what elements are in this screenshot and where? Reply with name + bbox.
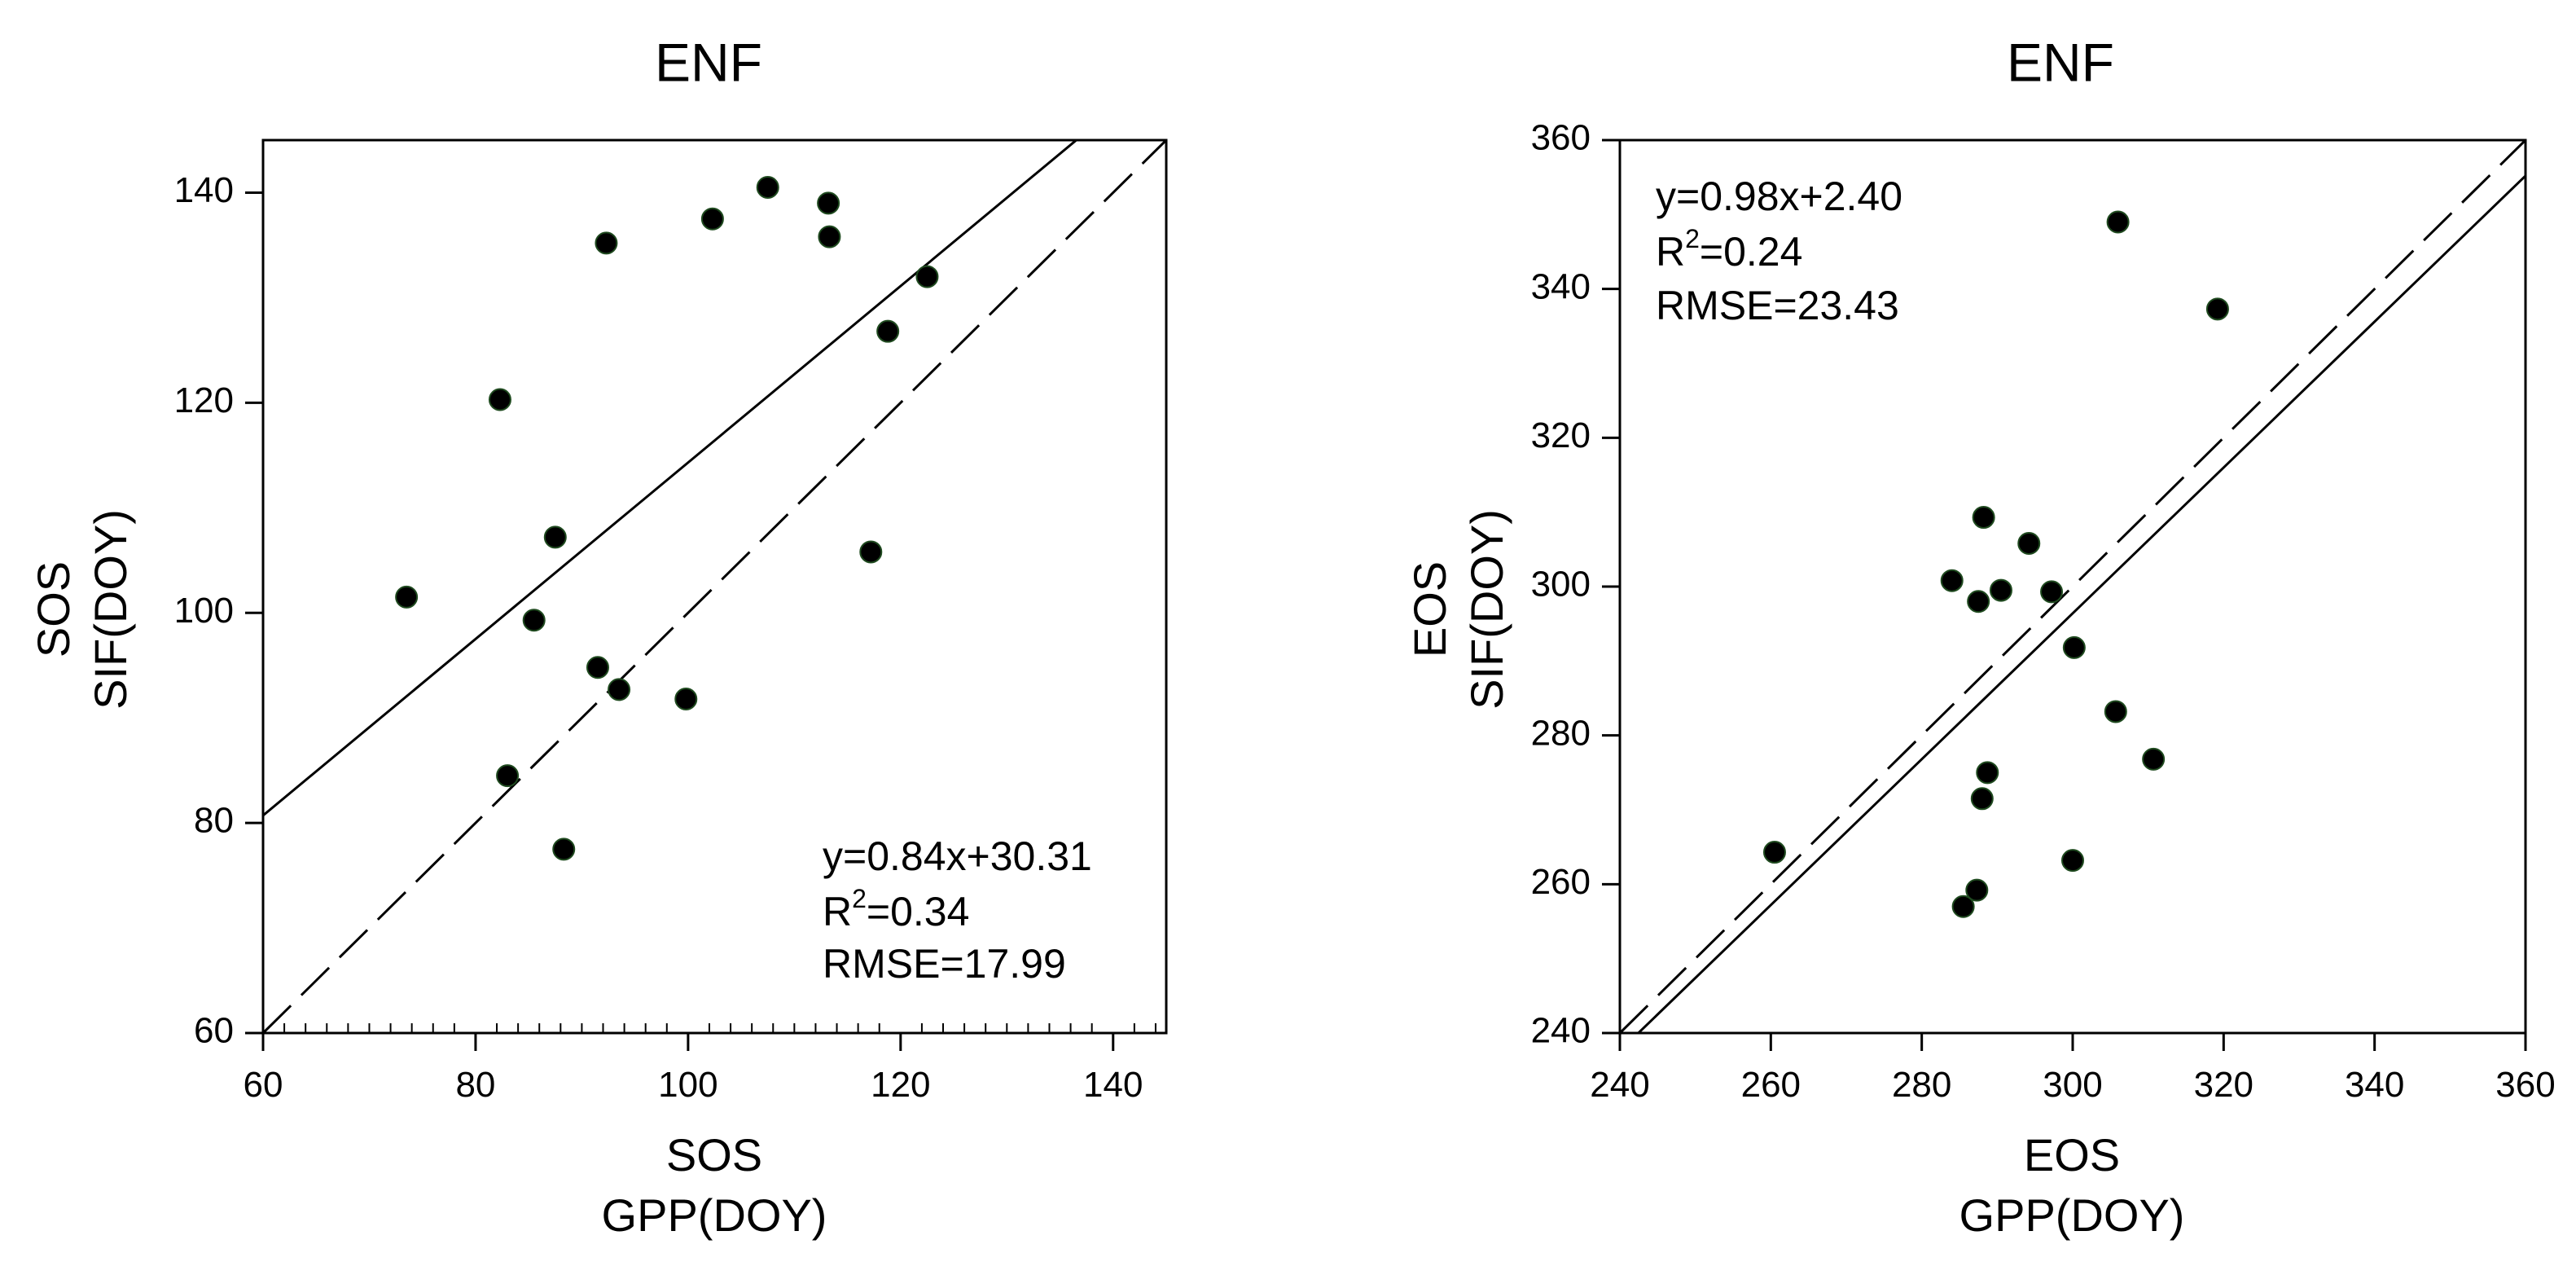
- data-point: [915, 265, 939, 288]
- r-squared: R2=0.34: [823, 884, 969, 934]
- x-tick-label: 80: [455, 1065, 495, 1105]
- plot-frame: [261, 138, 1168, 1035]
- x-axis-label-line-2: GPP(DOY): [1959, 1189, 2185, 1241]
- y-axis-label-line-2: SIF(DOY): [85, 509, 136, 710]
- data-point: [876, 319, 900, 343]
- data-point: [2205, 297, 2229, 321]
- data-point: [586, 656, 609, 679]
- one-to-one-line: [263, 140, 1166, 1033]
- data-point: [1976, 761, 1999, 785]
- x-tick-label: 100: [658, 1065, 718, 1105]
- rmse: RMSE=23.43: [1656, 283, 1899, 328]
- regression-line: [1636, 174, 2526, 1033]
- x-tick-label: 360: [2495, 1065, 2555, 1105]
- x-tick-label: 120: [871, 1065, 930, 1105]
- data-point: [395, 585, 419, 609]
- data-point: [700, 207, 724, 231]
- x-tick-label: 320: [2194, 1065, 2253, 1105]
- data-point: [2106, 210, 2130, 234]
- y-tick-label: 320: [1531, 415, 1591, 455]
- data-point: [817, 191, 840, 215]
- rmse: RMSE=17.99: [823, 941, 1066, 987]
- data-point: [1989, 578, 2012, 602]
- y-tick-label: 80: [194, 801, 234, 841]
- regression-equation: y=0.84x+30.31: [823, 833, 1092, 879]
- r-squared: R2=0.24: [1656, 224, 1802, 275]
- y-axis-label-line-2: SIF(DOY): [1461, 509, 1512, 710]
- y-tick-label: 140: [174, 170, 234, 210]
- data-point: [674, 687, 698, 710]
- y-axis-label-line-1: SOS: [28, 561, 79, 657]
- data-point: [2040, 580, 2064, 604]
- regression-equation: y=0.98x+2.40: [1656, 174, 1902, 219]
- data-point: [1972, 506, 1995, 530]
- data-point: [552, 838, 576, 861]
- y-tick-label: 280: [1531, 713, 1591, 753]
- data-point: [1970, 787, 1994, 811]
- y-tick-label: 360: [1531, 118, 1591, 158]
- data-point: [608, 678, 631, 701]
- data-point: [2062, 635, 2086, 659]
- x-tick-label: 240: [1590, 1065, 1649, 1105]
- y-tick-label: 300: [1531, 565, 1591, 605]
- y-tick-label: 60: [194, 1011, 234, 1051]
- x-tick-label: 60: [244, 1065, 283, 1105]
- x-tick-label: 340: [2345, 1065, 2404, 1105]
- data-point: [496, 764, 520, 788]
- y-tick-label: 240: [1531, 1011, 1591, 1051]
- y-tick-label: 100: [174, 591, 234, 631]
- data-point: [1762, 841, 1786, 864]
- data-point: [756, 176, 779, 200]
- data-point: [859, 540, 883, 564]
- x-axis-label-line-2: GPP(DOY): [602, 1189, 827, 1241]
- data-point: [1965, 878, 1989, 902]
- one-to-one-line: [1620, 140, 2526, 1033]
- data-point: [595, 231, 618, 255]
- x-tick-label: 280: [1892, 1065, 1951, 1105]
- data-point: [543, 525, 567, 549]
- data-point: [2061, 849, 2084, 873]
- x-axis-label-line-1: SOS: [666, 1129, 762, 1180]
- y-tick-label: 260: [1531, 862, 1591, 902]
- chart-title: ENF: [655, 32, 762, 92]
- data-point: [2104, 700, 2127, 723]
- data-point: [2142, 747, 2166, 771]
- x-tick-label: 140: [1083, 1065, 1143, 1105]
- data-point: [1967, 590, 1990, 613]
- data-point: [1951, 895, 1975, 918]
- data-point: [2017, 532, 2041, 556]
- y-tick-label: 120: [174, 380, 234, 420]
- x-axis-label-line-1: EOS: [2024, 1129, 2120, 1180]
- data-point: [1940, 569, 1964, 592]
- regression-line: [263, 140, 1078, 817]
- data-point: [488, 388, 511, 411]
- data-point: [522, 609, 546, 632]
- y-tick-label: 340: [1531, 266, 1591, 306]
- y-axis-label-line-1: EOS: [1404, 561, 1455, 657]
- x-tick-label: 300: [2043, 1065, 2102, 1105]
- data-point: [818, 225, 841, 248]
- chart-title: ENF: [2007, 32, 2114, 92]
- x-tick-label: 260: [1741, 1065, 1801, 1105]
